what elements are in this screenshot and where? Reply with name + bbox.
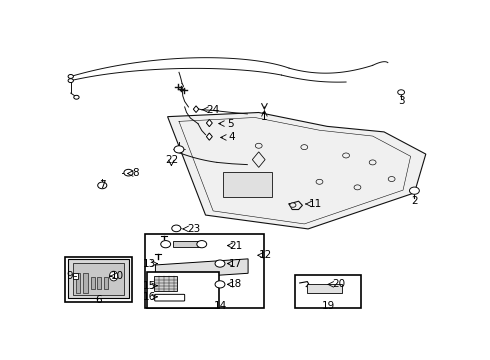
Circle shape [161,240,171,248]
Bar [222,172,272,197]
Circle shape [174,146,184,153]
Circle shape [68,75,73,78]
Bar [145,234,265,308]
Circle shape [388,176,395,181]
Text: 18: 18 [229,279,243,289]
Circle shape [301,145,308,150]
Polygon shape [168,112,426,229]
Circle shape [369,160,376,165]
Bar [147,272,219,308]
Circle shape [124,169,133,176]
Text: 16: 16 [143,292,156,302]
Circle shape [215,281,225,288]
Text: 14: 14 [214,301,227,311]
Bar [73,263,124,295]
Bar [173,240,200,247]
Text: 19: 19 [321,301,335,311]
Text: 5: 5 [227,118,234,129]
Text: 23: 23 [187,224,200,234]
Text: 7: 7 [99,180,105,190]
Circle shape [316,179,323,184]
Polygon shape [252,152,265,167]
Circle shape [343,153,349,158]
Text: 8: 8 [132,168,139,179]
Text: 13: 13 [143,258,156,269]
Circle shape [215,260,225,267]
Text: 21: 21 [229,240,243,251]
Bar [104,278,108,288]
Text: 12: 12 [259,250,272,260]
Circle shape [172,225,181,232]
Bar [83,273,88,293]
Bar [68,260,129,298]
Circle shape [410,187,419,194]
Text: 9: 9 [66,271,73,281]
Bar [295,275,361,308]
Text: 17: 17 [229,258,243,269]
Bar [91,278,95,288]
Circle shape [398,90,405,95]
Text: 1: 1 [261,112,268,122]
Bar [307,284,342,293]
Text: 10: 10 [111,271,124,281]
Bar [75,273,80,293]
Polygon shape [206,133,212,140]
Text: 11: 11 [309,199,322,209]
Circle shape [354,185,361,190]
Polygon shape [194,106,199,112]
Circle shape [290,203,296,207]
Polygon shape [206,120,212,127]
Text: 15: 15 [143,281,156,291]
Ellipse shape [109,271,118,281]
Text: 20: 20 [332,279,345,289]
Circle shape [74,95,79,99]
Circle shape [98,182,107,189]
Bar [154,276,177,291]
Bar [98,278,101,288]
Polygon shape [155,259,248,279]
Circle shape [68,79,73,82]
Bar [65,257,131,302]
Text: 3: 3 [398,96,404,107]
Bar [74,273,78,279]
FancyBboxPatch shape [155,294,185,301]
Text: 24: 24 [206,105,219,115]
Text: 6: 6 [95,296,102,305]
Circle shape [255,143,262,148]
Text: 22: 22 [165,155,178,165]
Text: 2: 2 [411,196,418,206]
Circle shape [197,240,207,248]
Text: 4: 4 [229,132,236,143]
